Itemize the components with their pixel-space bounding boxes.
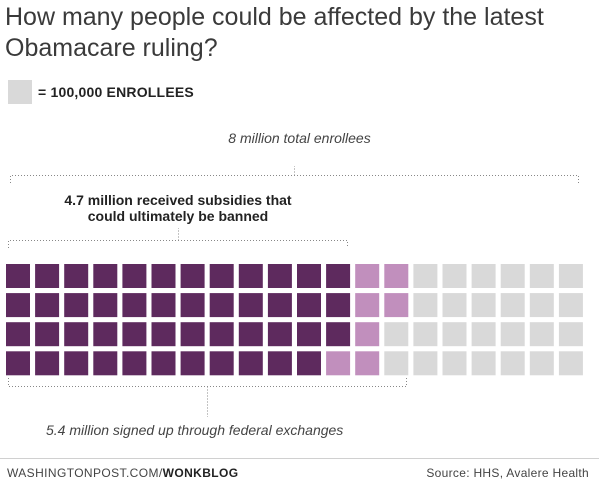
- waffle-square-other: [471, 351, 496, 376]
- waffle-square-subsidies: [180, 293, 205, 318]
- footer-site: WASHINGTONPOST.COM/: [7, 466, 163, 480]
- waffle-square-subsidies: [209, 264, 234, 288]
- waffle-square-subsidies: [326, 293, 351, 318]
- waffle-square-other: [558, 264, 583, 288]
- footer-credit: WASHINGTONPOST.COM/WONKBLOG: [7, 466, 238, 480]
- waffle-square-subsidies: [151, 264, 176, 288]
- waffle-square-subsidies: [297, 264, 321, 288]
- waffle-square-subsidies: [64, 264, 89, 288]
- bracket-federal: [8, 378, 407, 417]
- waffle-square-federal-only: [326, 351, 351, 376]
- waffle-square-other: [413, 351, 438, 376]
- waffle-square-subsidies: [6, 293, 30, 318]
- chart-title: How many people could be affected by the…: [5, 3, 544, 62]
- waffle-square-other: [500, 293, 525, 318]
- waffle-square-other: [558, 293, 583, 318]
- waffle-square-subsidies: [35, 293, 60, 318]
- waffle-square-subsidies: [64, 322, 89, 347]
- waffle-square-other: [442, 322, 467, 347]
- waffle-square-subsidies: [297, 293, 321, 318]
- waffle-square-subsidies: [93, 351, 118, 376]
- annotation-total: 8 million total enrollees: [228, 130, 371, 146]
- waffle-square-subsidies: [151, 293, 176, 318]
- waffle-square-subsidies: [180, 322, 205, 347]
- waffle-square-other: [500, 351, 525, 376]
- waffle-square-subsidies: [64, 293, 89, 318]
- waffle-square-other: [413, 322, 438, 347]
- waffle-square-subsidies: [6, 264, 30, 288]
- waffle-square-other: [471, 264, 496, 288]
- waffle-square-subsidies: [93, 322, 118, 347]
- annotation-federal: 5.4 million signed up through federal ex…: [46, 422, 344, 438]
- footer-section: WONKBLOG: [162, 466, 239, 480]
- waffle-square-other: [500, 264, 525, 288]
- waffle-square-subsidies: [122, 264, 147, 288]
- waffle-square-other: [471, 293, 496, 318]
- waffle-square-subsidies: [180, 351, 205, 376]
- waffle-square-federal-only: [355, 293, 380, 318]
- waffle-square-subsidies: [267, 351, 292, 376]
- waffle-square-subsidies: [238, 322, 263, 347]
- waffle-square-federal-only: [355, 322, 380, 347]
- bracket-total: [10, 166, 579, 183]
- waffle-square-other: [471, 322, 496, 347]
- waffle-square-subsidies: [238, 264, 263, 288]
- waffle-square-other: [529, 293, 554, 318]
- waffle-square-other: [442, 351, 467, 376]
- waffle-square-subsidies: [180, 264, 205, 288]
- waffle-square-subsidies: [267, 322, 292, 347]
- waffle-square-subsidies: [267, 293, 292, 318]
- waffle-square-other: [558, 322, 583, 347]
- waffle-square-subsidies: [35, 322, 60, 347]
- waffle-square-other: [529, 322, 554, 347]
- waffle-square-subsidies: [35, 264, 60, 288]
- annotation-subsidies: 4.7 million received subsidies that coul…: [0, 192, 356, 224]
- waffle-square-subsidies: [326, 322, 351, 347]
- waffle-square-subsidies: [297, 351, 321, 376]
- waffle-square-federal-only: [384, 293, 409, 318]
- legend: = 100,000 ENROLLEES: [8, 80, 194, 104]
- waffle-square-federal-only: [384, 264, 409, 288]
- waffle-square-other: [500, 322, 525, 347]
- footer-source: Source: HHS, Avalere Health: [426, 466, 589, 480]
- waffle-square-subsidies: [326, 264, 351, 288]
- waffle-square-other: [442, 293, 467, 318]
- bracket-subsidies: [8, 228, 348, 248]
- waffle-square-other: [442, 264, 467, 288]
- annotation-subsidies-line1: 4.7 million received subsidies that: [64, 192, 292, 208]
- waffle-square-subsidies: [151, 322, 176, 347]
- waffle-square-other: [384, 322, 409, 347]
- waffle-square-other: [384, 351, 409, 376]
- waffle-square-other: [529, 351, 554, 376]
- waffle-square-subsidies: [238, 351, 263, 376]
- waffle-square-other: [413, 264, 438, 288]
- waffle-square-subsidies: [93, 293, 118, 318]
- waffle-square-subsidies: [93, 264, 118, 288]
- waffle-square-other: [529, 264, 554, 288]
- waffle-square-subsidies: [122, 351, 147, 376]
- footer-rule: [0, 458, 599, 459]
- waffle-square-subsidies: [209, 322, 234, 347]
- waffle-square-other: [558, 351, 583, 376]
- waffle-square-subsidies: [6, 351, 30, 376]
- waffle-square-subsidies: [209, 351, 234, 376]
- annotation-subsidies-line2: could ultimately be banned: [87, 208, 269, 224]
- waffle-square-federal-only: [355, 264, 380, 288]
- waffle-square-subsidies: [238, 293, 263, 318]
- waffle-square-subsidies: [64, 351, 89, 376]
- waffle-square-subsidies: [6, 322, 30, 347]
- waffle-square-subsidies: [209, 293, 234, 318]
- waffle-square-subsidies: [35, 351, 60, 376]
- waffle-grid: [6, 264, 583, 376]
- waffle-square-federal-only: [355, 351, 380, 376]
- waffle-square-subsidies: [122, 293, 147, 318]
- waffle-square-subsidies: [297, 322, 321, 347]
- waffle-square-other: [413, 293, 438, 318]
- waffle-square-subsidies: [122, 322, 147, 347]
- waffle-square-subsidies: [151, 351, 176, 376]
- legend-swatch: [8, 80, 32, 104]
- legend-label: = 100,000 ENROLLEES: [38, 84, 194, 100]
- waffle-square-subsidies: [267, 264, 292, 288]
